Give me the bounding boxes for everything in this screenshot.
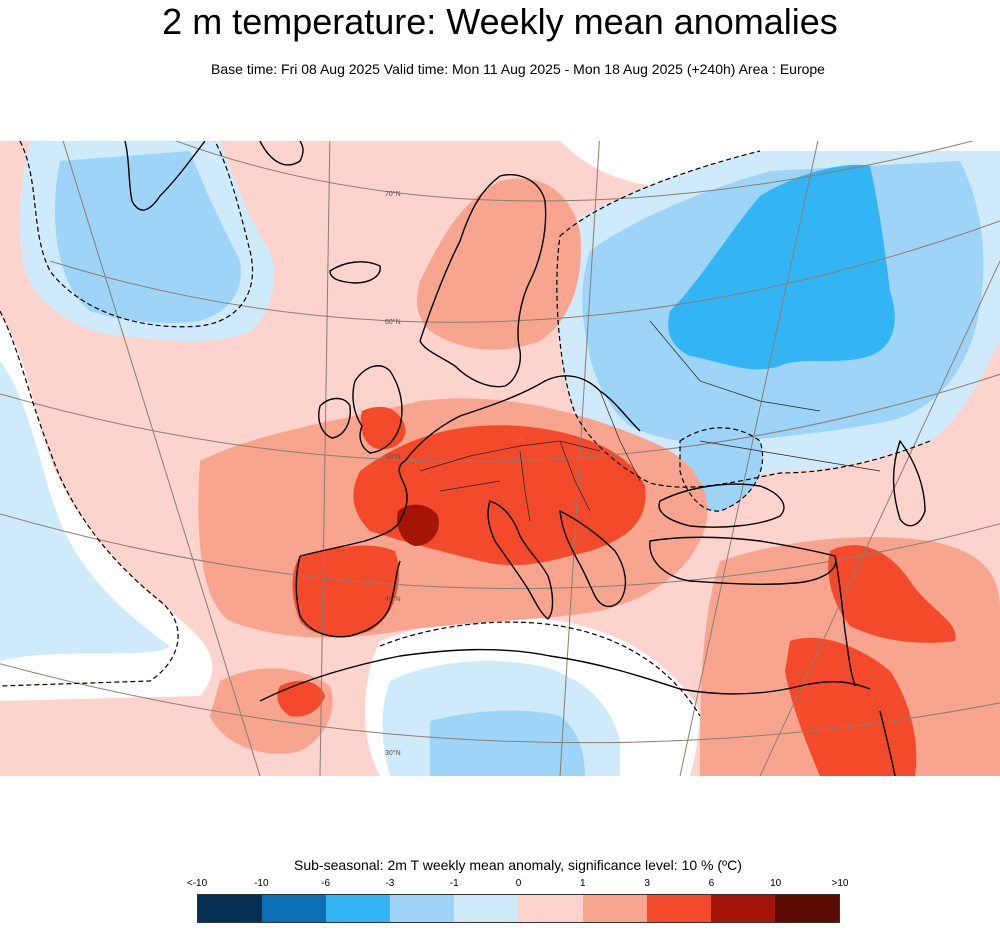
legend-tick-label: >10 bbox=[831, 878, 849, 889]
legend-swatch bbox=[198, 895, 263, 922]
legend-swatch bbox=[326, 895, 391, 922]
legend-swatch bbox=[774, 895, 839, 922]
anomaly-map: 70°N 60°N 50°N 40°N 30°N bbox=[0, 141, 1000, 776]
atlantic-white-band bbox=[0, 316, 213, 701]
legend-tick-label: -1 bbox=[449, 878, 459, 889]
legend-swatch bbox=[390, 895, 455, 922]
russia-cold-strong bbox=[668, 164, 895, 370]
warm-strong-levant bbox=[828, 545, 956, 643]
legend-tick-label: <-10 bbox=[186, 878, 208, 889]
legend-tick-label: 10 bbox=[770, 878, 782, 889]
lat-label-50: 50°N bbox=[385, 453, 401, 461]
legend-swatch bbox=[646, 895, 711, 922]
warm-extreme-france bbox=[396, 504, 439, 546]
mediterranean-cold-mid bbox=[430, 710, 585, 776]
lat-label-30: 30°N bbox=[385, 749, 401, 757]
warm-strong-iberia bbox=[292, 545, 399, 637]
legend-swatch bbox=[582, 895, 647, 922]
lat-label-60: 60°N bbox=[385, 318, 401, 326]
chart-subtitle: Base time: Fri 08 Aug 2025 Valid time: M… bbox=[211, 61, 825, 77]
warm-moderate-scandinavia bbox=[417, 178, 581, 350]
legend-swatch bbox=[454, 895, 519, 922]
legend-color-bar bbox=[197, 894, 840, 923]
greenland-cold-mid bbox=[55, 151, 241, 323]
atlantic-cold-region bbox=[0, 361, 185, 691]
warm-strong-egypt bbox=[785, 637, 917, 776]
legend-tick-labels: <-10 -10 -6 -3 -1 0 1 3 6 10 >10 bbox=[0, 878, 1000, 892]
lat-label-40: 40°N bbox=[385, 595, 401, 603]
legend-tick-label: -3 bbox=[385, 878, 395, 889]
legend-tick-label: 3 bbox=[644, 878, 650, 889]
legend-tick-label: -10 bbox=[254, 878, 269, 889]
warm-strong-morocco bbox=[277, 680, 325, 717]
legend-swatch bbox=[518, 895, 583, 922]
legend-swatch bbox=[262, 895, 327, 922]
legend-title: Sub-seasonal: 2m T weekly mean anomaly, … bbox=[294, 857, 742, 873]
legend-tick-label: -6 bbox=[321, 878, 331, 889]
legend-tick-label: 6 bbox=[708, 878, 715, 889]
legend-tick-label: 1 bbox=[580, 878, 586, 889]
legend-swatch bbox=[710, 895, 775, 922]
lat-label-70: 70°N bbox=[385, 190, 401, 198]
legend-tick-label: 0 bbox=[515, 878, 522, 889]
chart-title: 2 m temperature: Weekly mean anomalies bbox=[162, 1, 838, 42]
